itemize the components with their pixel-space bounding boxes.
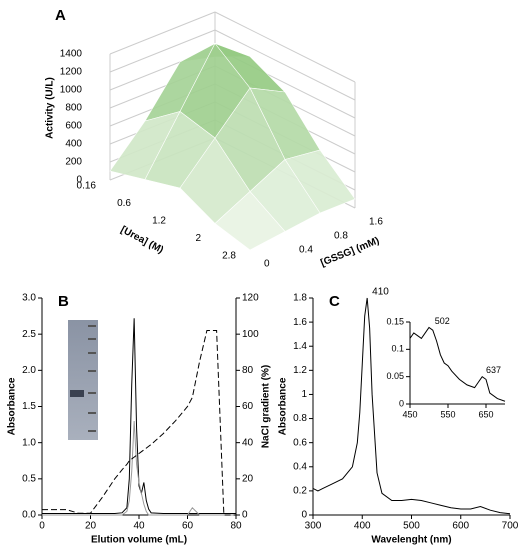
x-axis-title: Elution volume (mL): [91, 535, 187, 546]
y-tick-label: 2.0: [22, 365, 36, 376]
panel-label: A: [55, 7, 66, 24]
y-tick-label: 1.8: [293, 293, 307, 304]
gel-image: [68, 320, 98, 440]
grid-line: [109, 11, 216, 55]
series-line: [409, 326, 506, 402]
y2-tick-label: 0: [242, 510, 248, 521]
grid-line: [214, 29, 356, 101]
grid-line: [214, 11, 356, 83]
x-tick-label: 650: [478, 409, 493, 419]
x-tick-label: 600: [452, 521, 469, 532]
annotation: 637: [486, 365, 501, 375]
y-tick-label: 0.4: [293, 461, 307, 472]
y-axis-title: [GSSG] (mM): [319, 235, 381, 269]
x-axis-title: [Urea] (M): [119, 224, 165, 256]
y2-tick-label: 60: [242, 401, 254, 412]
y-tick-label: 0.6: [293, 437, 307, 448]
x-tick-label: 550: [440, 409, 455, 419]
z-tick-label: 400: [65, 139, 82, 150]
y-tick-label: 0.0: [22, 510, 36, 521]
y-tick-label: 0: [301, 510, 307, 521]
y2-tick-label: 100: [242, 329, 259, 340]
y-tick-label: 1.6: [369, 217, 383, 228]
y-tick-label: 2.5: [22, 329, 36, 340]
z-tick-label: 600: [65, 121, 82, 132]
z-tick-label: 0: [76, 175, 82, 186]
x-tick-label: 1.2: [152, 216, 166, 227]
z-tick-label: 800: [65, 103, 82, 114]
y-tick-label: 1.2: [293, 365, 307, 376]
y-tick-label: 1.6: [293, 317, 307, 328]
y-tick-label: 0: [399, 398, 404, 408]
series-line: [312, 297, 511, 515]
series-line: [42, 330, 236, 516]
annotation: 502: [435, 316, 450, 326]
x-tick-label: 60: [182, 521, 194, 532]
y-tick-label: 0.8: [334, 231, 348, 242]
x-tick-label: 500: [403, 521, 420, 532]
y-tick-label: 0.8: [293, 413, 307, 424]
panel-label: B: [58, 293, 69, 310]
x-tick-label: 0.6: [117, 198, 131, 209]
y2-tick-label: 120: [242, 293, 259, 304]
y-tick-label: 1.5: [22, 401, 36, 412]
y-tick-label: 1.0: [22, 437, 36, 448]
series-line: [42, 420, 236, 516]
y2-tick-label: 40: [242, 437, 254, 448]
x-tick-label: 80: [230, 521, 242, 532]
x-tick-label: 700: [502, 521, 519, 532]
y-axis-title: Absorbance: [7, 377, 18, 435]
y-tick-label: 0.5: [22, 473, 36, 484]
z-axis-title: Activity (U/L): [45, 77, 56, 139]
z-tick-label: 1000: [60, 85, 83, 96]
y2-tick-label: 80: [242, 365, 254, 376]
annotation: 410: [372, 287, 389, 298]
x-tick-label: 2.8: [222, 251, 236, 262]
y-tick-label: 0.1: [391, 344, 404, 354]
y-tick-label: 1: [301, 389, 307, 400]
y-tick-label: 0.4: [299, 245, 313, 256]
x-tick-label: 0: [39, 521, 45, 532]
z-tick-label: 1200: [60, 67, 83, 78]
x-tick-label: 450: [402, 409, 417, 419]
x-tick-label: 0.16: [77, 181, 97, 192]
grid-line: [109, 29, 216, 73]
x-tick-label: 2: [195, 233, 201, 244]
y-axis-title: Absorbance: [278, 377, 289, 435]
y-tick-label: 1.4: [293, 341, 307, 352]
y-tick-label: 3.0: [22, 293, 36, 304]
y-tick-label: 0.15: [386, 316, 404, 326]
x-tick-label: 300: [305, 521, 322, 532]
x-axis-title: Wavelenght (nm): [371, 535, 451, 546]
x-tick-label: 20: [85, 521, 97, 532]
inset-box: [410, 314, 513, 404]
y-tick-label: 0: [264, 259, 270, 270]
z-tick-label: 200: [65, 157, 82, 168]
y2-axis-title: NaCl gradient (%): [261, 365, 272, 448]
y2-tick-label: 20: [242, 473, 254, 484]
y-tick-label: 0.2: [293, 486, 307, 497]
surface-patch: [214, 191, 286, 251]
y-tick-label: 0.05: [386, 371, 404, 381]
panel-label: C: [329, 293, 340, 310]
z-tick-label: 1400: [60, 49, 83, 60]
x-tick-label: 40: [133, 521, 145, 532]
x-tick-label: 400: [354, 521, 371, 532]
